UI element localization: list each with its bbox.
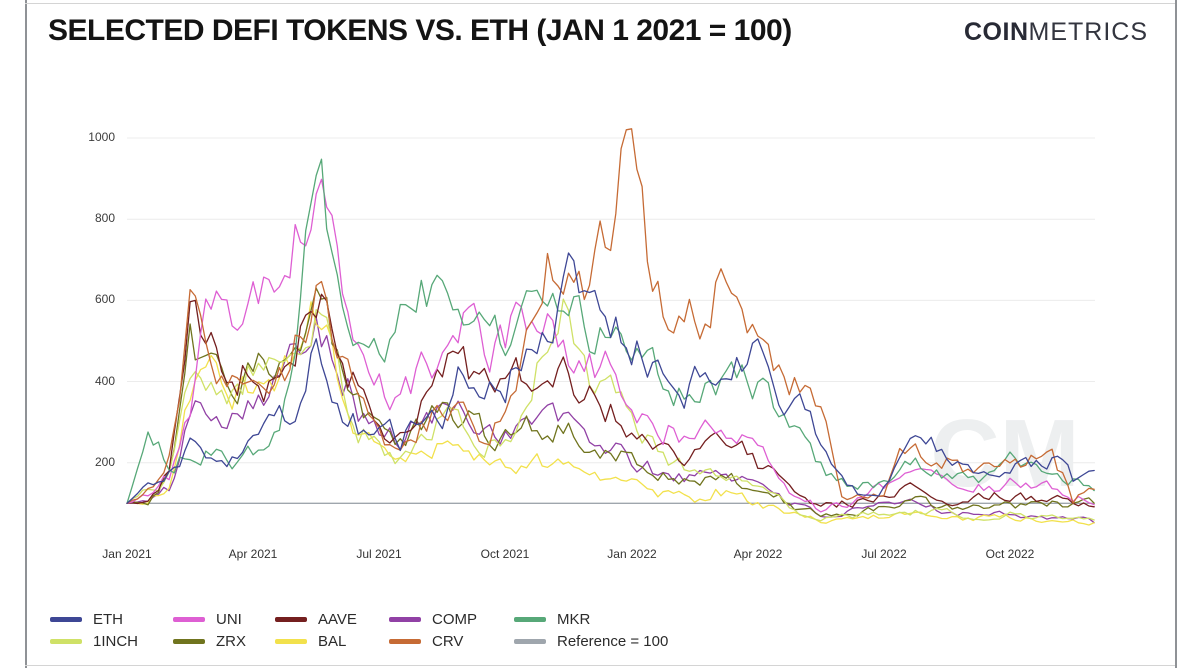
legend-swatch bbox=[389, 638, 421, 644]
legend-item-eth: ETH bbox=[50, 609, 123, 629]
legend-swatch bbox=[50, 638, 82, 644]
legend-swatch bbox=[389, 616, 421, 622]
legend-label: COMP bbox=[432, 610, 477, 628]
y-tick-label-800: 800 bbox=[94, 211, 115, 225]
series-line-UNI bbox=[126, 178, 1095, 513]
legend-item-reference-100: Reference = 100 bbox=[514, 631, 668, 651]
y-tick-label-400: 400 bbox=[94, 374, 115, 388]
legend-label: 1INCH bbox=[93, 632, 139, 650]
legend-label: BAL bbox=[318, 632, 347, 650]
legend-swatch bbox=[275, 638, 307, 644]
legend-label: AAVE bbox=[318, 610, 357, 628]
legend-label: MKR bbox=[557, 610, 591, 628]
page-top-border bbox=[25, 3, 1175, 4]
legend-item-comp: COMP bbox=[389, 609, 477, 629]
page-bottom-border bbox=[25, 665, 1175, 666]
coinmetrics-logo: COINMETRICS bbox=[964, 18, 1148, 47]
legend-item-zrx: ZRX bbox=[173, 631, 246, 651]
legend-label: ZRX bbox=[216, 632, 246, 650]
x-tick-label: Jan 2021 bbox=[102, 547, 152, 561]
chart-title: SELECTED DEFI TOKENS VS. ETH (JAN 1 2021… bbox=[48, 14, 792, 47]
x-tick-label: Oct 2021 bbox=[480, 547, 530, 561]
legend-swatch bbox=[514, 638, 546, 644]
series-line-BAL bbox=[126, 301, 1095, 526]
series-line-CRV bbox=[126, 128, 1095, 504]
legend-swatch bbox=[173, 616, 205, 622]
legend-swatch bbox=[275, 616, 307, 622]
legend-label: UNI bbox=[216, 610, 242, 628]
y-tick-label-600: 600 bbox=[94, 292, 115, 306]
legend-swatch bbox=[50, 616, 82, 622]
series-line-1INCH bbox=[126, 298, 1095, 522]
logo-text-light: METRICS bbox=[1028, 18, 1148, 46]
x-tick-label: Jan 2022 bbox=[607, 547, 657, 561]
legend-item-1inch: 1INCH bbox=[50, 631, 138, 651]
x-tick-label: Apr 2022 bbox=[733, 547, 783, 561]
x-tick-label: Oct 2022 bbox=[985, 547, 1035, 561]
x-tick-label: Jul 2021 bbox=[356, 547, 402, 561]
page-left-border bbox=[25, 0, 27, 668]
legend-item-crv: CRV bbox=[389, 631, 463, 651]
x-tick-label: Apr 2021 bbox=[228, 547, 278, 561]
x-tick-label: Jul 2022 bbox=[861, 547, 907, 561]
logo-text-bold: COIN bbox=[964, 18, 1029, 46]
y-tick-label-200: 200 bbox=[94, 455, 115, 469]
legend-item-mkr: MKR bbox=[514, 609, 590, 629]
legend-label: ETH bbox=[93, 610, 123, 628]
legend-label: Reference = 100 bbox=[557, 632, 669, 650]
cm-watermark: CM bbox=[930, 400, 1079, 507]
legend-item-aave: AAVE bbox=[275, 609, 357, 629]
y-tick-label-1000: 1000 bbox=[88, 130, 115, 144]
legend-item-bal: BAL bbox=[275, 631, 346, 651]
series-line-AAVE bbox=[126, 293, 1095, 508]
series-line-ETH bbox=[126, 252, 1095, 504]
series-line-COMP bbox=[126, 316, 1095, 524]
page-right-border bbox=[1175, 0, 1177, 668]
legend-item-uni: UNI bbox=[173, 609, 242, 629]
legend-swatch bbox=[173, 638, 205, 644]
legend-swatch bbox=[514, 616, 546, 622]
legend-label: CRV bbox=[432, 632, 464, 650]
